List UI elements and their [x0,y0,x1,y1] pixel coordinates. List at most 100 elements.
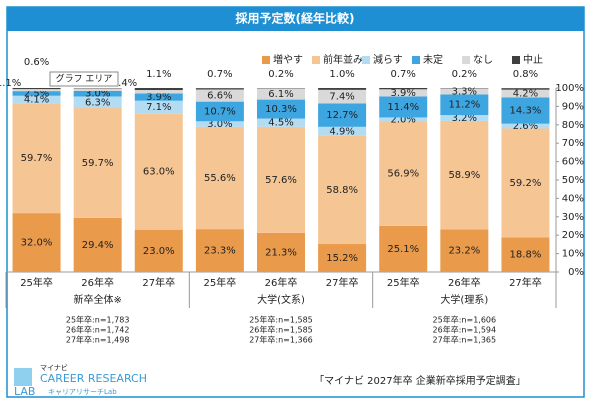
y-tick-label: 0% [568,267,584,278]
data-label: 59.7% [21,153,53,164]
legend-label: 未定 [423,53,443,66]
data-label: 0.6% [24,57,49,68]
logo-sub: キャリアリサーチLab [48,388,117,396]
bar-segment [318,88,366,90]
data-label: 0.7% [207,69,232,80]
data-label: 7.1% [146,102,171,113]
data-label: 11.4% [387,102,419,113]
data-label: 55.6% [204,173,236,184]
legend-swatch [412,56,420,64]
group-note: 27年卒:n=1,366 [249,335,313,345]
y-tick-label: 50% [562,175,584,186]
data-label: 10.3% [265,104,297,115]
data-label: 3.9% [391,88,416,99]
data-label: 3.9% [146,92,171,103]
legend-label: 中止 [523,53,543,66]
x-tick-label: 26年卒 [448,276,481,289]
data-label: 1.0% [329,69,354,80]
legend-swatch [312,56,320,64]
y-tick-label: 70% [562,138,584,149]
data-label: 15.2% [326,253,358,264]
x-tick-label: 25年卒 [387,276,420,289]
group-note: 25年卒:n=1,783 [66,315,130,325]
data-label: 59.7% [82,158,114,169]
data-label: 0.7% [391,69,416,80]
legend-swatch [512,56,520,64]
logo-icon [14,368,32,386]
data-label: 21.3% [265,247,297,258]
data-label: 4.2% [513,89,538,100]
legend-swatch [362,56,370,64]
group-note: 26年卒:n=1,585 [249,325,313,335]
x-tick-label: 25年卒 [204,276,237,289]
x-tick-label: 27年卒 [142,276,175,289]
source: 「マイナビ 2027年卒 企業新卒採用予定調査」 [314,374,526,387]
bar-segment [501,88,549,89]
x-tick-label: 26年卒 [265,276,298,289]
y-tick-label: 40% [562,193,584,204]
chart-title: 採用予定数(経年比較) [236,11,355,26]
group-label: 大学(理系) [440,293,488,306]
data-label: 0.2% [268,69,293,80]
y-tick-label: 10% [562,249,584,260]
data-label: 63.0% [143,167,175,178]
group-note: 27年卒:n=1,365 [433,335,497,345]
y-tick-label: 100% [555,83,584,94]
group-note: 25年卒:n=1,606 [433,315,497,325]
data-label: 25.1% [387,244,419,255]
data-label: 6.1% [268,89,293,100]
group-label: 新卒全体※ [73,293,121,306]
x-tick-label: 26年卒 [81,276,114,289]
data-label: 12.7% [326,110,358,121]
y-tick-label: 60% [562,157,584,168]
data-label: 23.2% [448,246,480,257]
group-note: 27年卒:n=1,498 [66,335,130,345]
bar-segment [135,90,183,93]
data-label: 0.8% [513,69,538,80]
x-tick-label: 27年卒 [509,276,542,289]
data-label: 7.4% [329,92,354,103]
logo-brand: マイナビ [40,363,68,372]
data-label: 58.9% [448,170,480,181]
data-label: 1.1% [146,69,171,80]
data-label: 23.3% [204,246,236,257]
bar-segment [13,88,61,89]
data-label: 10.7% [204,106,236,117]
y-tick-label: 90% [562,101,584,112]
legend-label: 前年並み [323,53,363,66]
tooltip: グラフ エリア [56,73,113,85]
group-note: 26年卒:n=1,594 [433,325,497,335]
logo-name: CAREER RESEARCH [40,372,147,385]
bar-segment [135,88,183,90]
data-label: .4% [118,78,137,89]
data-label: 32.0% [21,238,53,249]
y-tick-label: 80% [562,120,584,131]
group-note: 25年卒:n=1,585 [249,315,313,325]
data-label: 58.8% [326,185,358,196]
data-label: 6.6% [207,91,232,102]
legend-label: 増やす [273,53,303,66]
logo-name: LAB [14,385,35,398]
x-tick-label: 27年卒 [326,276,359,289]
group-label: 大学(文系) [257,293,305,306]
data-label: 29.4% [82,240,114,251]
data-label: 1.1% [0,78,21,89]
bar-segment [196,88,244,89]
bar-segment [379,88,427,89]
data-label: 14.3% [510,106,542,117]
bar-segment [13,89,61,91]
data-label: 18.8% [510,250,542,261]
data-label: 57.6% [265,175,297,186]
y-tick-label: 30% [562,212,584,223]
data-label: 0.2% [452,69,477,80]
legend-swatch [462,56,470,64]
bar-segment [74,88,122,91]
legend-swatch [262,56,270,64]
x-tick-label: 25年卒 [20,276,53,289]
y-tick-label: 20% [562,230,584,241]
legend-label: 減らす [373,53,403,66]
data-label: 11.2% [448,100,480,111]
legend-label: なし [473,54,493,66]
data-label: 59.2% [510,178,542,189]
